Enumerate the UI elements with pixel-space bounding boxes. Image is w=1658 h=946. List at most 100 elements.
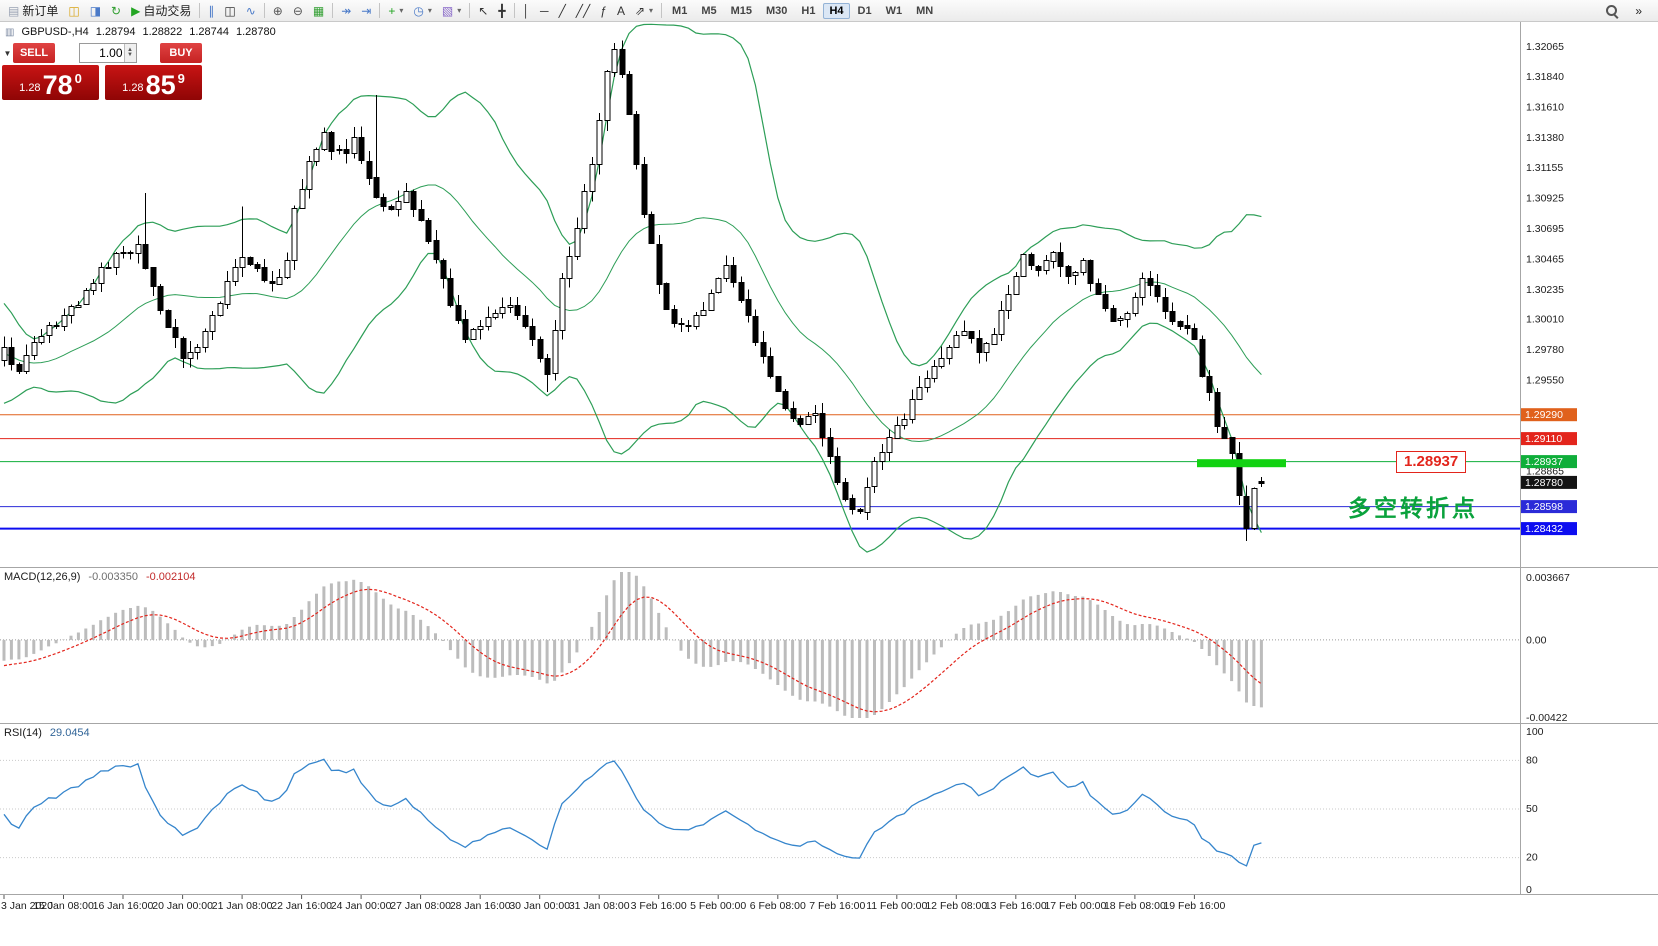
bar-chart-button[interactable]: ∥ — [203, 1, 219, 21]
quick-jump-button[interactable]: » — [1630, 1, 1647, 21]
volume-value[interactable]: 1.00 — [99, 46, 123, 60]
candle-body — [217, 303, 224, 316]
refresh-button[interactable]: ↻ — [106, 1, 126, 21]
time-label: 3 Feb 16:00 — [631, 900, 687, 912]
rsi-value: 29.0454 — [49, 727, 90, 739]
chart-window[interactable]: 1.32065 1.31840 1.31610 1.31380 1.31155 1.309… — [0, 22, 1658, 946]
candle-body — [1005, 294, 1012, 311]
profiles-button[interactable]: ◨ — [85, 1, 106, 21]
arrows-button[interactable]: ⇗ ▾ — [630, 1, 658, 21]
auto-trading-button[interactable]: ▶ 自动交易 — [126, 1, 196, 21]
timeframe-w1-button[interactable]: W1 — [885, 4, 903, 17]
candle-body — [730, 265, 737, 283]
timeframe-m15-button[interactable]: M15 — [730, 4, 752, 17]
zoom-out-button[interactable]: ⊖ — [288, 1, 308, 21]
axis-price-label: 1.32065 — [1526, 41, 1564, 53]
candle-body — [946, 347, 953, 359]
axis-price-label: 1.28865 — [1526, 466, 1564, 478]
timeframe-h1-button[interactable]: H1 — [801, 4, 816, 17]
support-highlight-bar[interactable] — [1197, 459, 1286, 468]
volume-field[interactable]: 1.00 ▲ ▼ — [78, 43, 137, 63]
candle-body — [842, 482, 849, 500]
candle-body — [812, 413, 819, 416]
rsi-axis-label: 50 — [1526, 803, 1538, 815]
candle-body — [485, 317, 492, 327]
ohlc-close: 1.28780 — [236, 26, 276, 38]
layouts-button[interactable]: ◫ — [63, 1, 84, 21]
timeframe-m5-button[interactable]: M5 — [701, 4, 717, 17]
indicators-button[interactable]: + ▾ — [383, 1, 408, 21]
time-label: 27 Jan 08:00 — [390, 900, 451, 912]
buy-button[interactable]: BUY — [160, 43, 202, 63]
candle-body — [1236, 453, 1243, 496]
volume-up-icon[interactable]: ▲ — [127, 47, 133, 53]
candle-body — [849, 498, 856, 510]
ask-prefix: 1.28 — [122, 82, 144, 94]
crosshair-button[interactable]: ╋ — [493, 1, 510, 21]
templates-button[interactable]: ▧ ▾ — [437, 1, 466, 21]
candle-body — [909, 399, 916, 420]
candle-body — [745, 299, 752, 316]
candle-body — [648, 214, 655, 244]
candle-body — [172, 327, 179, 338]
sell-button[interactable]: SELL — [13, 43, 55, 63]
new-order-button[interactable]: ▤ 新订单 — [3, 1, 63, 21]
candle-body — [53, 325, 60, 327]
timeframe-d1-button[interactable]: D1 — [857, 4, 872, 17]
timeframe-h4-button[interactable]: H4 — [823, 2, 850, 19]
auto-scroll-button[interactable]: ↠ — [336, 1, 356, 21]
candle-body — [462, 319, 469, 340]
vertical-line-button[interactable]: │ — [518, 1, 536, 21]
candle-body — [313, 149, 320, 162]
dropdown-caret-icon: ▾ — [649, 6, 654, 15]
volume-down-icon[interactable]: ▼ — [127, 52, 133, 58]
candle-body — [1102, 294, 1109, 309]
candle-body — [1035, 266, 1042, 271]
zoom-in-icon: ⊕ — [272, 3, 283, 18]
trade-panel-collapse-caret[interactable]: ▼ — [3, 48, 12, 58]
bollinger-upper-band — [3, 23, 1262, 367]
candle-body — [507, 305, 514, 308]
cursor-button[interactable]: ↖ — [473, 1, 493, 21]
chart-shift-icon: ⇥ — [361, 3, 372, 18]
fibonacci-button[interactable]: ƒ — [595, 1, 612, 21]
candle-body — [284, 260, 291, 278]
timeframe-mn-button[interactable]: MN — [916, 4, 934, 17]
ask-pip-digit: 9 — [177, 71, 185, 86]
volume-spinner[interactable]: ▲ ▼ — [123, 44, 136, 62]
candle-body — [61, 315, 68, 327]
periods-button[interactable]: ◷ ▾ — [408, 1, 437, 21]
line-chart-button[interactable]: ∿ — [241, 1, 261, 21]
candle-body — [388, 206, 395, 210]
timeframe-m30-button[interactable]: M30 — [766, 4, 788, 17]
ask-price-button[interactable]: 1.28 85 9 — [105, 65, 202, 100]
axis-price-label: 1.30465 — [1526, 253, 1564, 265]
time-label: 11 Feb 00:00 — [866, 900, 927, 912]
tile-windows-button[interactable]: ▦ — [308, 1, 329, 21]
candle-body — [738, 282, 745, 301]
price-callout[interactable]: 1.28937 — [1396, 451, 1467, 473]
timeframe-m1-button[interactable]: M1 — [672, 4, 688, 17]
candle-body — [202, 331, 209, 348]
bar-chart-icon: ∥ — [208, 3, 215, 18]
chart-shift-button[interactable]: ⇥ — [356, 1, 376, 21]
axis-price-label: 1.29550 — [1526, 375, 1564, 387]
rsi-panel: 100 80 50 20 0 — [0, 726, 1544, 896]
candle-body — [871, 461, 878, 487]
refresh-icon: ↻ — [111, 3, 122, 18]
horizontal-line-button[interactable]: ─ — [535, 1, 554, 21]
search-button[interactable] — [1600, 1, 1624, 21]
trendline-button[interactable]: ╱ — [554, 1, 571, 21]
zoom-in-button[interactable]: ⊕ — [268, 1, 288, 21]
turning-point-label[interactable]: 多空转折点 — [1348, 495, 1478, 521]
price-axis[interactable]: 1.32065 1.31840 1.31610 1.31380 1.31155 1.309… — [1521, 41, 1577, 536]
channel-button[interactable]: ╱╱ — [571, 1, 595, 21]
auto-trading-button-label: 自动交易 — [143, 4, 192, 18]
bid-price-button[interactable]: 1.28 78 0 — [2, 65, 99, 100]
toolbar-main: ▤ 新订单 ◫ ◨ ↻ ▶ 自动交易 ∥ ◫ ∿ ⊕ ⊖ ▦ ↠ ⇥ + ▾ ◷ ▾ ▧ ▾ ↖ ╋ │ ─ ╱ ╱╱ ƒ A ⇗ ▾ — [3, 0, 665, 21]
horizontal-line-icon: ─ — [540, 3, 549, 18]
chart-canvas[interactable]: 1.32065 1.31840 1.31610 1.31380 1.31155 1.309… — [0, 22, 1658, 946]
candlestick-button[interactable]: ◫ — [219, 1, 240, 21]
text-button[interactable]: A — [612, 1, 630, 21]
